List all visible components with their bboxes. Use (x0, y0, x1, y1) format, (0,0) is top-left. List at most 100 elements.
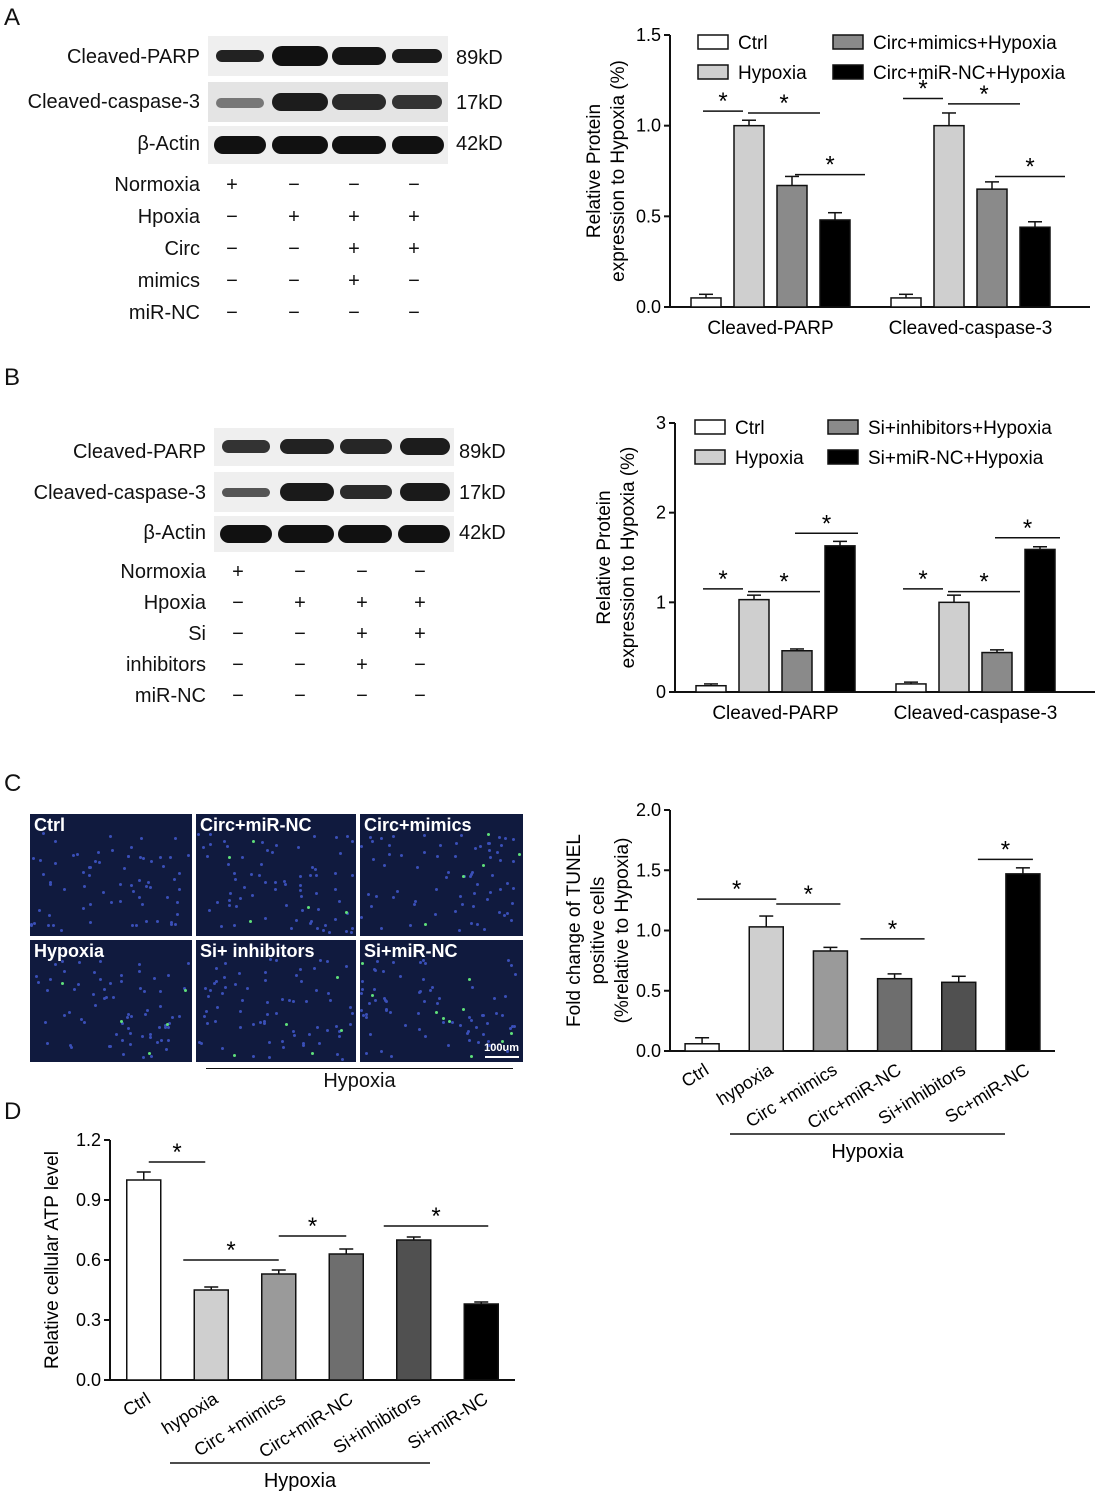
nucleus-dot (94, 860, 98, 864)
chart-b-protein-expression: 0 1 2 3 Relative Protein expression to Hypoxi… (594, 413, 1095, 724)
nucleus-dot (291, 1000, 295, 1004)
condition-sign: + (356, 654, 368, 676)
nucleus-dot (423, 834, 427, 838)
nucleus-dot (224, 985, 228, 989)
nucleus-dot (102, 996, 106, 1000)
legend-swatch (697, 34, 729, 50)
nucleus-dot (509, 1027, 513, 1031)
significance-star: * (979, 569, 988, 596)
nucleus-dot (496, 851, 500, 855)
nucleus-dot (381, 969, 385, 973)
condition-sign: − (356, 685, 368, 707)
tunel-positive-dot (335, 976, 339, 980)
nucleus-dot (326, 991, 330, 995)
nucleus-dot (187, 961, 191, 965)
nucleus-dot (119, 979, 123, 983)
nucleus-dot (59, 928, 63, 932)
legend-label: Si+miR-NC+Hypoxia (868, 448, 1044, 469)
nucleus-dot (511, 837, 515, 841)
nucleus-dot (487, 1040, 491, 1044)
nucleus-dot (141, 857, 145, 861)
nucleus-dot (232, 924, 236, 928)
group-label: Hypoxia (831, 1141, 904, 1163)
panel-label-a: A (4, 4, 21, 31)
nucleus-dot (310, 865, 314, 869)
nucleus-dot (417, 1027, 421, 1031)
nucleus-dot (203, 1014, 207, 1018)
tunel-positive-dot (311, 1051, 315, 1055)
nucleus-dot (79, 1018, 83, 1022)
nucleus-dot (349, 1005, 353, 1009)
blot-a-row-label-1: Cleaved-PARP (66, 46, 200, 68)
nucleus-dot (47, 913, 51, 917)
nucleus-dot (250, 872, 254, 876)
nucleus-dot (459, 1023, 463, 1027)
blot-b-row-1 (214, 428, 454, 466)
y-axis-label-line: expression to Hypoxia (%) (618, 447, 639, 669)
nucleus-dot (492, 996, 496, 1000)
nucleus-dot (421, 959, 425, 963)
nucleus-dot (87, 874, 91, 878)
y-tick-label: 0 (656, 682, 666, 702)
nucleus-dot (467, 1039, 471, 1043)
y-tick-label: 0.6 (76, 1250, 101, 1270)
nucleus-dot (339, 851, 343, 855)
significance-star: * (804, 881, 813, 908)
blot-b-kd-1: 89kD (459, 441, 506, 463)
tunel-positive-dot (249, 920, 253, 924)
nucleus-dot (201, 845, 205, 849)
nucleus-dot (159, 1039, 163, 1043)
nucleus-dot (362, 1013, 366, 1017)
nucleus-dot (165, 1047, 169, 1051)
y-tick-label: 2.0 (636, 800, 661, 820)
x-category-label: Cleaved-caspase-3 (889, 318, 1053, 339)
nucleus-dot (389, 1010, 393, 1014)
micrograph-circ-mimics: Circ+mimics (360, 814, 523, 936)
nucleus-dot (163, 1025, 167, 1029)
blot-a-row-1 (208, 36, 448, 76)
nucleus-dot (263, 979, 267, 983)
nucleus-dot (282, 880, 286, 884)
nucleus-dot (73, 988, 77, 992)
nucleus-dot (78, 960, 82, 964)
bar (895, 683, 927, 693)
nucleus-dot (470, 921, 474, 925)
nucleus-dot (434, 887, 438, 891)
y-tick-label: 0.0 (636, 297, 661, 317)
nucleus-dot (273, 881, 277, 885)
y-tick-label: 0.0 (76, 1370, 101, 1390)
nucleus-dot (127, 1027, 131, 1031)
nucleus-dot (145, 885, 149, 889)
panel-label-b: B (4, 364, 21, 391)
panel-label-d: D (4, 1098, 22, 1125)
nucleus-dot (316, 926, 320, 930)
y-tick-label: 0.0 (636, 1041, 661, 1061)
nucleus-dot (240, 998, 244, 1002)
tunel-positive-dot (361, 962, 364, 966)
micrograph-ctrl: Ctrl (30, 814, 192, 936)
nucleus-dot (500, 1013, 504, 1017)
nucleus-dot (473, 892, 477, 896)
nucleus-dot (299, 968, 303, 972)
nucleus-dot (36, 981, 40, 985)
nucleus-dot (351, 1012, 355, 1016)
hypoxia-group-label: Hypoxia (323, 1070, 396, 1092)
nucleus-dot (288, 998, 292, 1002)
nucleus-dot (299, 980, 303, 984)
nucleus-dot (416, 866, 420, 870)
nucleus-dot (91, 992, 95, 996)
condition-sign: − (294, 654, 306, 676)
nucleus-dot (304, 1000, 308, 1004)
condition-sign: − (294, 685, 306, 707)
panel-label-c: C (4, 770, 22, 797)
hypoxia-group-line (206, 1068, 513, 1069)
nucleus-dot (441, 1020, 445, 1024)
nucleus-dot (130, 883, 134, 887)
nucleus-dot (44, 1021, 48, 1025)
nucleus-dot (301, 909, 305, 913)
tunel-positive-dot (462, 1008, 465, 1012)
nucleus-dot (337, 900, 341, 904)
nucleus-dot (374, 999, 378, 1003)
condition-label: Circ (164, 238, 200, 260)
nucleus-dot (82, 1021, 86, 1025)
